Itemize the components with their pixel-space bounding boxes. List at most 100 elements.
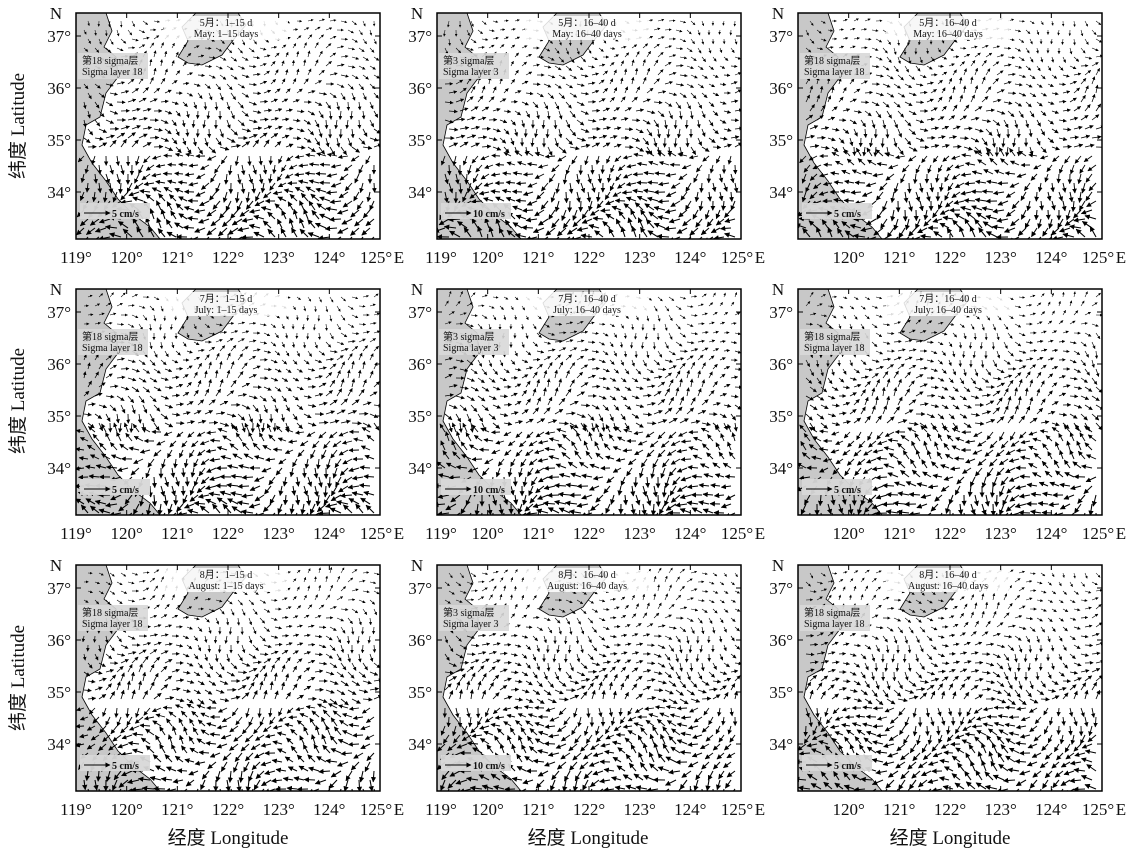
lat-tick-label: 35° [408, 131, 432, 150]
vector-arrow [512, 476, 518, 487]
vector-arrow [315, 171, 327, 177]
lat-tick-label: 37° [769, 27, 793, 46]
vector-arrow [733, 164, 738, 175]
lat-tick-label: 35° [769, 131, 793, 150]
vector-arrow [499, 394, 508, 399]
ylabel-row-1: 纬度 Latitude [7, 73, 29, 179]
vector-arrow [241, 474, 254, 480]
lat-tick-label: 34° [408, 183, 432, 202]
vector-arrow [902, 209, 908, 222]
lon-tick-label: 121° [522, 524, 554, 543]
east-label: E [1116, 248, 1126, 267]
vector-arrow [712, 145, 722, 150]
vector-arrow [854, 180, 866, 186]
lat-tick-label: 34° [47, 183, 71, 202]
vector-arrow [850, 189, 862, 195]
scale-label: 5 cm/s [834, 485, 861, 496]
vector-arrow [563, 191, 569, 204]
lat-tick-label: 34° [47, 459, 71, 478]
period-label-cn: 5月：16–40 d [919, 17, 977, 29]
vector-arrow [684, 119, 689, 129]
layer-label-en: Sigma layer 18 [82, 343, 143, 354]
period-label-cn: 5月：1–15 d [200, 17, 253, 29]
ylabel-row-3: 纬度 Latitude [7, 625, 29, 731]
vector-arrow [554, 483, 567, 489]
vector-arrow [237, 483, 250, 489]
vector-arrow [1041, 510, 1053, 515]
vector-arrow [288, 715, 298, 720]
vector-arrow [521, 224, 534, 231]
scale-label: 10 cm/s [473, 485, 505, 496]
east-label: E [755, 248, 765, 267]
vector-arrow [1056, 173, 1061, 184]
east-label: E [394, 248, 404, 267]
vector-arrow [76, 723, 85, 729]
vector-arrow [926, 393, 936, 398]
vector-arrow [318, 420, 329, 425]
vector-arrow [329, 216, 342, 223]
east-label: E [394, 524, 404, 543]
vector-arrow [843, 198, 855, 204]
vector-arrow [1018, 509, 1031, 515]
lat-tick-label: 34° [769, 183, 793, 202]
lat-tick-label: 36° [769, 355, 793, 374]
lat-tick-label: 34° [769, 459, 793, 478]
lon-tick-label: 120° [472, 248, 504, 267]
xlabel-col-2: 经度 Longitude [528, 827, 649, 849]
lon-tick-label: 125° [721, 524, 753, 543]
lon-tick-label: 121° [161, 248, 193, 267]
lon-tick-label: 125° [1082, 248, 1114, 267]
lon-tick-label: 124° [313, 248, 345, 267]
lon-tick-label: 125° [1082, 524, 1114, 543]
lon-tick-label: 124° [313, 524, 345, 543]
vector-arrow [352, 732, 364, 738]
lon-tick-label: 125° [360, 524, 392, 543]
period-label-en: July: 16–40 days [553, 305, 621, 316]
vector-arrow [252, 91, 262, 96]
lon-tick-label: 122° [573, 248, 605, 267]
xlabel-col-3: 经度 Longitude [890, 827, 1011, 849]
vector-arrow [491, 153, 501, 158]
vector-arrow [292, 136, 302, 141]
vector-arrow [176, 768, 188, 774]
vector-arrow [1062, 144, 1072, 149]
lat-tick-label: 35° [47, 407, 71, 426]
vector-arrow [632, 171, 644, 177]
period-label-cn: 7月：16–40 d [919, 293, 977, 305]
lon-tick-label: 121° [883, 248, 915, 267]
vector-arrow [268, 155, 273, 166]
vector-arrow [167, 162, 177, 167]
layer-label-en: Sigma layer 18 [82, 67, 143, 78]
period-label-en: May: 1–15 days [194, 29, 259, 40]
vector-arrow [631, 118, 641, 123]
vector-arrow [886, 492, 899, 498]
north-label: N [50, 4, 62, 23]
vector-arrow [882, 483, 895, 489]
vector-arrow [994, 494, 1000, 508]
lon-tick-label: 124° [1035, 248, 1067, 267]
lon-tick-label: 125° [721, 248, 753, 267]
period-label-en: July: 16–40 days [914, 305, 982, 316]
vector-arrow [515, 198, 527, 204]
lat-tick-label: 34° [408, 459, 432, 478]
scale-label: 5 cm/s [112, 209, 139, 220]
period-label-en: July: 1–15 days [195, 305, 258, 316]
vector-arrow [655, 494, 661, 507]
vector-arrow [182, 224, 195, 231]
vector-arrow [724, 474, 736, 480]
lon-tick-label: 123° [624, 524, 656, 543]
vector-arrow [906, 182, 912, 194]
lat-tick-label: 37° [408, 27, 432, 46]
layer-label-cn: 第3 sigma层 [443, 54, 494, 67]
vector-arrow [198, 750, 210, 756]
lat-tick-label: 36° [47, 79, 71, 98]
lon-tick-label: 125° [360, 248, 392, 267]
vector-arrow [503, 402, 513, 407]
xlabel-col-1: 经度 Longitude [168, 827, 289, 849]
lon-tick-label: 119° [425, 524, 457, 543]
vector-arrow [163, 153, 173, 158]
vector-arrow [478, 447, 490, 453]
lat-tick-label: 37° [769, 303, 793, 322]
